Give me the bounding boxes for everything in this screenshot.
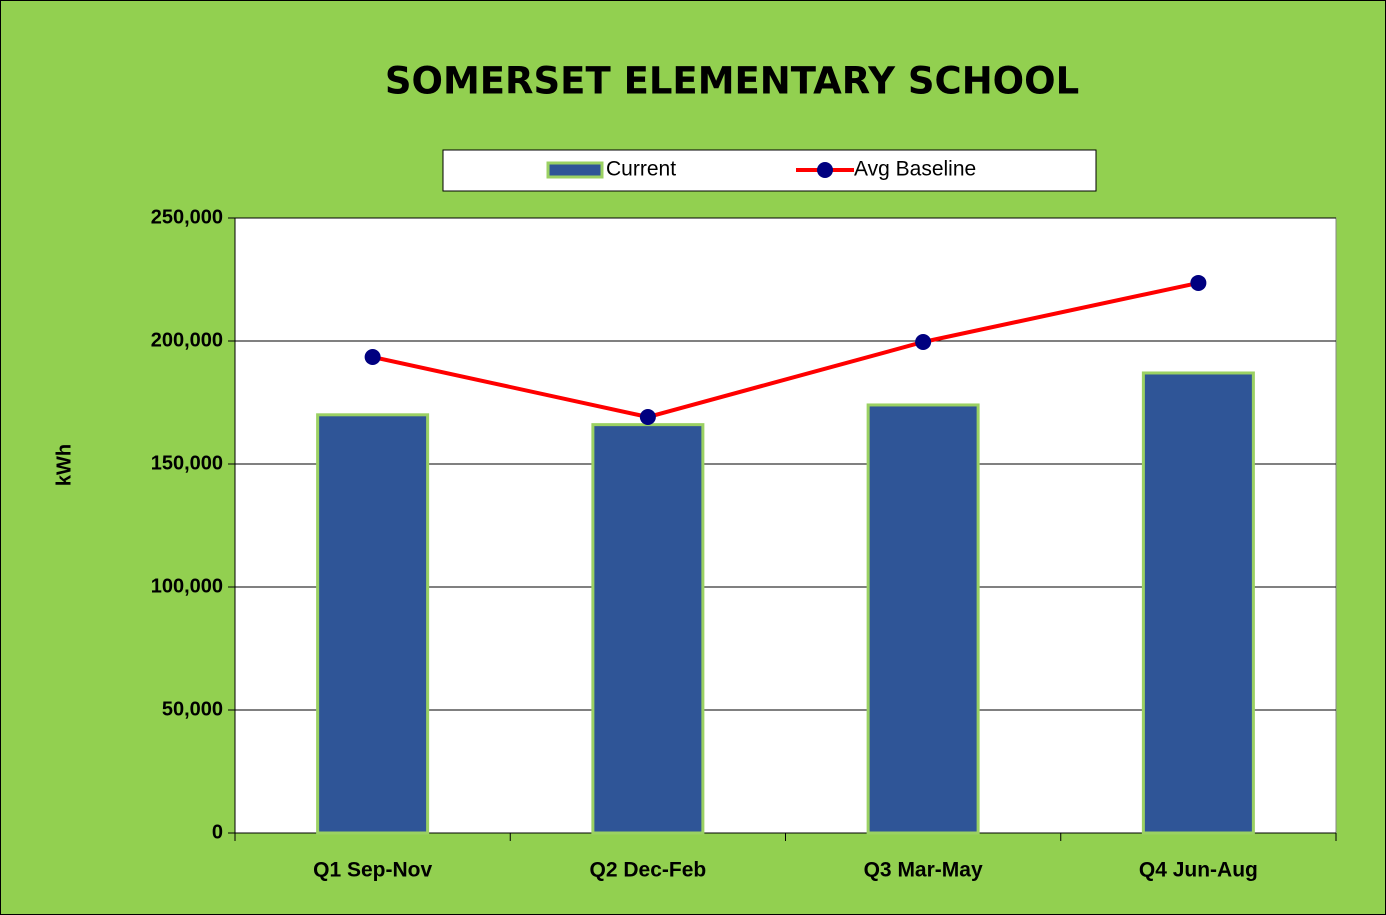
y-tick-label: 50,000: [162, 698, 223, 720]
marker: [1190, 274, 1207, 291]
x-tick-label: Q2 Dec-Feb: [590, 859, 707, 882]
y-tick-label: 150,000: [151, 452, 223, 474]
bar: [316, 413, 430, 835]
bar: [1141, 371, 1255, 835]
x-tick-label: Q1 Sep-Nov: [313, 859, 432, 882]
marker: [364, 348, 381, 365]
y-tick-label: 250,000: [151, 206, 223, 228]
legend: [442, 149, 1097, 192]
y-tick-label: 100,000: [151, 575, 223, 597]
x-tick-label: Q4 Jun-Aug: [1139, 859, 1258, 882]
bar: [591, 423, 705, 835]
y-tick-label: 0: [212, 821, 223, 843]
legend-label: Current: [606, 158, 676, 181]
legend-swatch: [546, 161, 604, 179]
legend-marker: [817, 162, 833, 178]
x-tick-label: Q3 Mar-May: [864, 859, 983, 882]
chart-title: SOMERSET ELEMENTARY SCHOOL: [385, 60, 1079, 103]
legend-label: Avg Baseline: [854, 158, 976, 181]
line: [372, 280, 1199, 420]
y-tick-label: 200,000: [151, 329, 223, 351]
y-axis-label: kWh: [53, 444, 75, 486]
bar: [866, 403, 980, 835]
marker: [639, 409, 656, 426]
marker: [915, 333, 932, 350]
